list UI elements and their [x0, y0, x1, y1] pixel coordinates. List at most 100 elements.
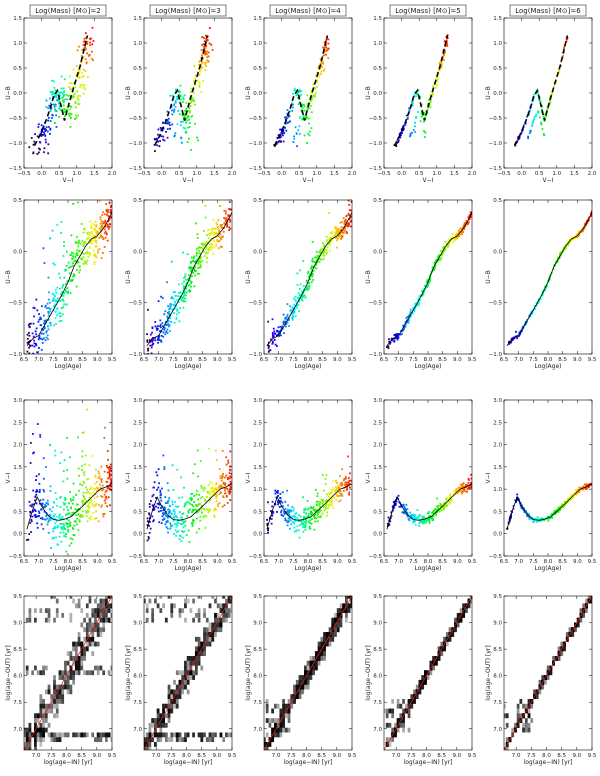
scatter-point: [77, 98, 80, 101]
scatter-point: [78, 519, 81, 522]
heatmap-cell: [99, 598, 103, 604]
scatter-point: [335, 236, 337, 239]
scatter-point: [199, 266, 201, 269]
scatter-point: [54, 105, 57, 107]
scatter-point: [188, 290, 191, 293]
scatter-point: [179, 523, 182, 525]
mean-line: [506, 483, 592, 530]
scatter-point: [326, 48, 329, 51]
scatter-point: [29, 322, 32, 325]
scatter-point: [178, 91, 180, 94]
scatter-point: [203, 514, 206, 517]
scatter-point: [206, 508, 208, 511]
scatter-point: [42, 125, 45, 128]
scatter-point: [216, 459, 219, 462]
scatter-point: [275, 490, 278, 493]
scatter-point: [86, 233, 89, 235]
x-axis-label: Log(Age): [54, 363, 81, 370]
scatter-point: [208, 232, 211, 235]
scatter-point: [71, 264, 74, 267]
scatter-point: [442, 506, 445, 508]
scatter-point: [63, 240, 65, 243]
scatter-point: [317, 255, 320, 258]
scatter-point: [68, 105, 71, 107]
scatter-point: [92, 511, 95, 514]
scatter-point: [194, 274, 197, 277]
scatter-point: [34, 514, 37, 516]
scatter-point: [82, 231, 85, 234]
scatter-point: [86, 252, 88, 255]
scatter-point: [286, 509, 289, 511]
scatter-point: [293, 87, 296, 90]
scatter-point: [324, 483, 327, 485]
scatter-point: [215, 500, 218, 502]
scatter-point: [101, 484, 104, 487]
scatter-point: [306, 285, 309, 288]
scatter-point: [175, 525, 178, 528]
scatter-point: [161, 487, 163, 490]
heatmap-cell: [83, 646, 86, 652]
scatter-point: [175, 516, 178, 518]
scatter-point: [345, 481, 348, 484]
scatter-point: [171, 123, 174, 126]
scatter-point: [55, 301, 58, 303]
scatter-point: [84, 262, 87, 264]
y-axis-label: U−B: [485, 86, 492, 100]
scatter-point: [35, 475, 38, 478]
scatter-point: [444, 240, 447, 243]
scatter-point: [396, 138, 399, 141]
scatter-point: [315, 91, 317, 94]
x-tick-label: 9.0: [453, 559, 462, 565]
scatter-point: [439, 502, 442, 505]
scatter-point: [109, 223, 112, 226]
scatter-point: [201, 496, 204, 498]
scatter-point: [61, 522, 64, 525]
x-tick-label: −0.5: [137, 171, 151, 177]
scatter-point: [49, 237, 51, 240]
scatter-point: [266, 522, 269, 525]
scatter-point: [519, 505, 522, 507]
heatmap-cell: [85, 603, 89, 609]
scatter-point: [151, 495, 154, 498]
heatmap-cell: [39, 732, 43, 738]
scatter-point: [187, 509, 190, 512]
scatter-point: [282, 140, 285, 143]
scatter-point: [46, 499, 49, 502]
scatter-point: [196, 489, 198, 492]
scatter-point: [229, 450, 232, 453]
scatter-point: [35, 515, 38, 518]
scatter-point: [323, 506, 325, 508]
scatter-point: [47, 312, 50, 315]
scatter-point: [435, 78, 438, 80]
scatter-point: [32, 152, 35, 155]
scatter-point: [409, 514, 412, 517]
scatter-point: [182, 126, 185, 129]
scatter-point: [276, 511, 278, 513]
scatter-point: [444, 501, 447, 504]
scatter-point: [206, 50, 209, 53]
scatter-point: [207, 510, 210, 513]
scatter-point: [98, 475, 101, 478]
scatter-point: [417, 515, 420, 518]
scatter-point: [559, 253, 562, 256]
scatter-point: [45, 330, 48, 332]
x-tick-label: 7.5: [409, 357, 418, 363]
scatter-point: [210, 239, 213, 242]
scatter-point: [410, 308, 412, 311]
scatter-point: [225, 225, 228, 228]
scatter-point: [81, 502, 84, 504]
scatter-point: [151, 504, 154, 507]
scatter-point: [316, 72, 319, 74]
scatter-point: [215, 483, 218, 486]
heatmap-cell: [55, 699, 59, 704]
scatter-point: [314, 94, 316, 96]
scatter-point: [420, 115, 423, 118]
scatter-point: [414, 91, 417, 94]
scatter-point: [276, 491, 279, 494]
scatter-point: [393, 337, 395, 340]
scatter-point: [28, 334, 31, 337]
scatter-point: [32, 352, 34, 354]
plot-area: [506, 482, 592, 530]
scatter-point: [182, 295, 185, 297]
scatter-point: [91, 43, 94, 46]
